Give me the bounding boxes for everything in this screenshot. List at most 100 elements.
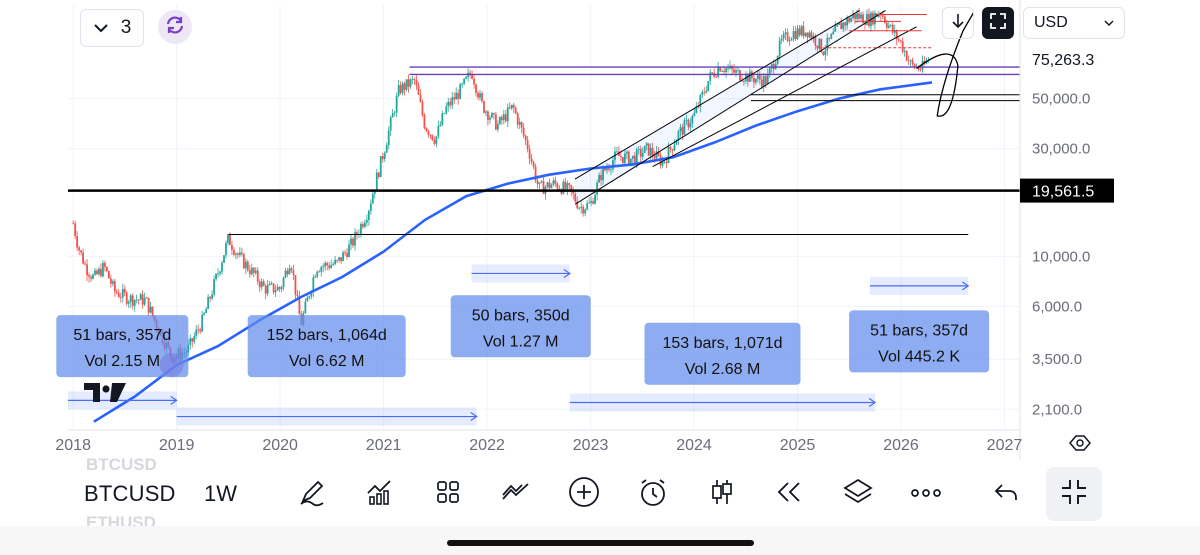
more-button[interactable]	[906, 474, 946, 514]
x-tick-label: 2025	[780, 437, 816, 454]
candle-body	[590, 200, 593, 203]
symbol-prev[interactable]: BTCUSD	[86, 455, 157, 474]
candle-body	[310, 291, 313, 297]
chart-type-button[interactable]	[702, 474, 742, 514]
measure-label-box	[450, 295, 591, 358]
candle-body	[496, 123, 499, 130]
candle-body	[885, 22, 888, 28]
candle-body	[691, 115, 694, 124]
scroll-down-button[interactable]	[942, 7, 974, 39]
candle-body	[98, 268, 100, 275]
candle-body	[492, 113, 495, 115]
measure-bars-text: 51 bars, 357d	[73, 327, 171, 344]
candle-body	[461, 83, 464, 85]
candle-body	[677, 131, 680, 141]
draw-tool-button[interactable]	[292, 474, 332, 514]
candle-body	[244, 261, 247, 269]
candle-body	[723, 71, 725, 73]
candle-body	[689, 123, 692, 128]
measurements-layer: 51 bars, 357d Vol 2.15 M 152 bars, 1,064d V…	[56, 264, 990, 426]
sync-button[interactable]	[158, 10, 192, 44]
candle-body	[788, 40, 791, 42]
candle-body	[367, 210, 370, 220]
candle-body	[540, 181, 543, 183]
candle-body	[580, 206, 583, 208]
fullscreen-button[interactable]	[982, 7, 1014, 39]
candle-body	[369, 203, 372, 211]
candle-body	[346, 252, 348, 257]
candle-body	[846, 17, 849, 26]
x-tick-label: 2026	[883, 437, 919, 454]
candle-body	[816, 45, 819, 49]
add-button[interactable]	[564, 474, 604, 514]
layers-button[interactable]	[838, 474, 878, 514]
candle-body	[457, 92, 460, 99]
candle-body	[534, 166, 537, 181]
candle-body	[806, 32, 809, 38]
candle-body	[201, 314, 204, 332]
x-tick-label: 2021	[366, 437, 402, 454]
y-tick-label: 10,000.0	[1032, 248, 1090, 265]
rewind-icon	[774, 479, 804, 510]
candle-body	[139, 294, 142, 300]
compare-button[interactable]	[496, 474, 536, 514]
candle-body	[405, 79, 408, 90]
candle-body	[633, 155, 636, 164]
candle-body	[431, 134, 434, 140]
candle-body	[316, 271, 319, 277]
candle-body	[899, 40, 902, 42]
channel-fill	[575, 10, 886, 205]
candle-body	[360, 223, 362, 234]
candle-body	[592, 200, 595, 204]
chevron-down-icon	[1104, 14, 1114, 32]
candle-body	[94, 270, 96, 275]
candle-body	[278, 286, 281, 290]
candle-body	[199, 329, 202, 332]
templates-button[interactable]	[428, 474, 468, 514]
candle-body	[471, 74, 473, 79]
candle-body	[685, 119, 688, 121]
candle-body	[598, 174, 600, 183]
candle-body	[651, 147, 654, 156]
candle-body	[231, 245, 233, 250]
candle-body	[504, 114, 507, 122]
candle-body	[320, 267, 323, 272]
candle-body	[528, 149, 531, 159]
candle-body	[498, 117, 501, 124]
candle-body	[768, 68, 771, 74]
candle-body	[238, 252, 241, 255]
candle-body	[679, 127, 682, 132]
indicators-button[interactable]	[359, 474, 399, 514]
candle-body	[683, 120, 686, 135]
candle-body	[764, 76, 767, 85]
exit-fullscreen-button[interactable]	[1046, 467, 1102, 521]
candle-body	[695, 106, 698, 113]
candle-body	[848, 17, 851, 22]
candle-body	[365, 219, 368, 223]
candle-body	[756, 75, 759, 79]
currency-select[interactable]: USD	[1023, 7, 1125, 39]
alert-button[interactable]	[633, 474, 673, 514]
candle-body	[760, 79, 763, 87]
symbol-label[interactable]: BTCUSD	[84, 481, 176, 506]
candle-body	[469, 72, 471, 75]
candle-body	[203, 312, 206, 315]
candle-body	[211, 294, 213, 299]
measure-bars-text: 50 bars, 350d	[472, 307, 570, 324]
candle-body	[463, 78, 466, 84]
candle-body	[262, 281, 265, 286]
candle-body	[895, 30, 898, 40]
replay-button[interactable]	[769, 474, 809, 514]
candle-body	[284, 270, 287, 278]
candle-body	[707, 81, 710, 91]
candle-body	[616, 151, 618, 153]
candle-body	[606, 168, 608, 171]
axes-layer: 50,000.0 30,000.0 10,000.0 6,000.0 3,500.0 2,…	[55, 0, 1114, 460]
marked-price-label: 19,561.5	[1032, 184, 1094, 201]
interval-label[interactable]: 1W	[204, 481, 237, 506]
undo-button[interactable]	[986, 474, 1026, 514]
candle-body	[903, 50, 906, 52]
candle-body	[107, 271, 110, 279]
layout-button[interactable]: 3	[80, 9, 144, 47]
